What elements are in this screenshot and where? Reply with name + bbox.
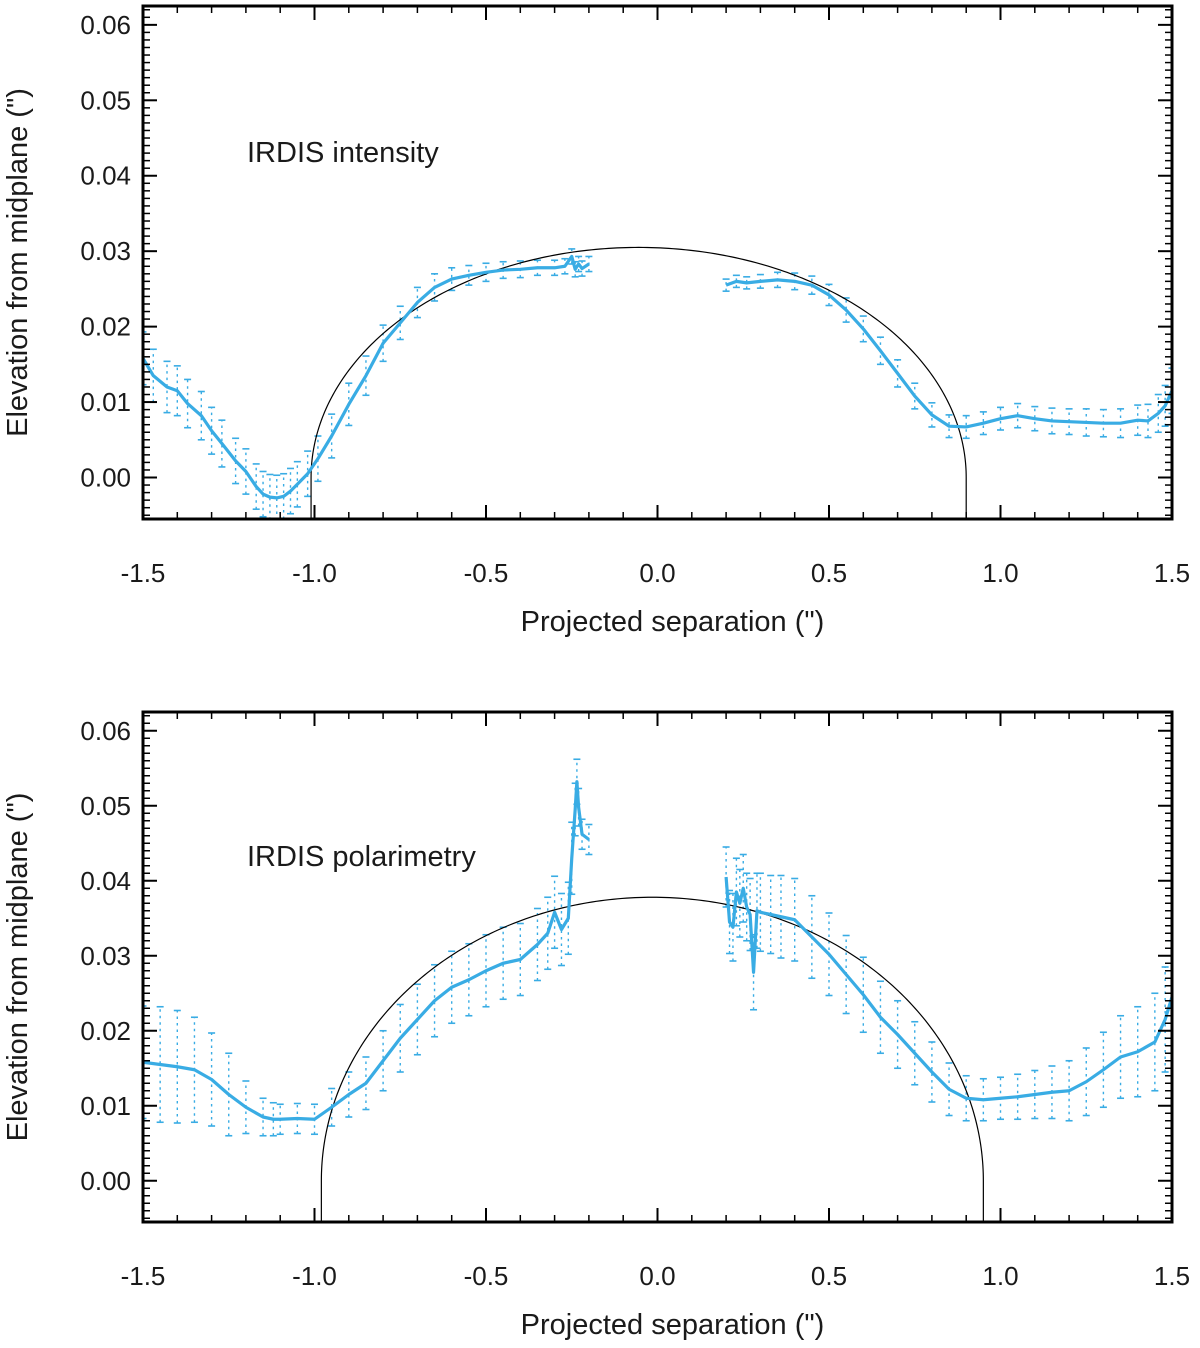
error-bars-right [722,271,1172,440]
x-tick-label: 1.0 [982,558,1018,588]
series-line-left [143,254,590,500]
x-axis-title: Projected separation (") [521,1309,825,1341]
y-tick-label: 0.04 [80,866,131,896]
x-tick-label: 0.0 [639,558,675,588]
y-tick-label: 0.06 [80,10,131,40]
panel-annotation: IRDIS polarimetry [247,841,476,873]
plot-area [143,758,1172,1222]
x-ticks [142,6,1173,519]
y-tick-label: 0.00 [80,1166,131,1196]
y-tick-label: 0.01 [80,1091,131,1121]
x-ticks [142,712,1173,1222]
y-tick-label: 0.05 [80,85,131,115]
y-tick-label: 0.03 [80,236,131,266]
plot-frame [141,4,1174,521]
error-bars-left [143,248,593,519]
y-tick-label: 0.01 [80,387,131,417]
x-tick-label: 0.0 [639,1261,675,1291]
y-tick-label: 0.06 [80,716,131,746]
x-tick-label: -1.5 [121,1261,166,1291]
y-tick-label: 0.03 [80,941,131,971]
x-tick-label: 0.5 [811,1261,847,1291]
series-line-right [724,876,1172,1102]
y-ticks [143,715,1172,1219]
y-tick-label: 0.02 [80,1016,131,1046]
x-tick-label: -1.5 [121,558,166,588]
y-tick-label: 0.02 [80,312,131,342]
plot-area [143,246,1172,519]
y-tick-label: 0.05 [80,791,131,821]
y-tick-label: 0.04 [80,161,131,191]
x-tick-label: 1.5 [1154,558,1190,588]
error-bars-right [722,846,1172,1122]
x-axis-title: Projected separation (") [521,606,825,638]
x-tick-label: -0.5 [464,1261,509,1291]
x-tick-label: -0.5 [464,558,509,588]
x-tick-label: 0.5 [811,558,847,588]
y-ticks [143,9,1172,516]
y-axis-title: Elevation from midplane (") [2,88,34,437]
x-tick-label: 1.0 [982,1261,1018,1291]
model-ellipse [310,246,967,519]
panel-intensity: -1.5 -1.0 -0.5 0.0 0.5 1.0 1.5 0.00 0.01 0.02 0.03… [2,4,1190,638]
y-tick-label: 0.00 [80,463,131,493]
model-ellipse [320,896,984,1222]
panel-annotation: IRDIS intensity [247,137,439,169]
error-bars-left [143,758,593,1137]
plot-frame [141,710,1174,1224]
x-tick-label: -1.0 [292,558,337,588]
series-line-right [725,278,1172,429]
panel-polarimetry: -1.5 -1.0 -0.5 0.0 0.5 1.0 1.5 0.00 0.01 0.02 0.03… [2,710,1190,1341]
x-tick-label: -1.0 [292,1261,337,1291]
y-axis-title: Elevation from midplane (") [2,793,34,1142]
series-line-left [143,780,590,1121]
x-tick-label: 1.5 [1154,1261,1190,1291]
